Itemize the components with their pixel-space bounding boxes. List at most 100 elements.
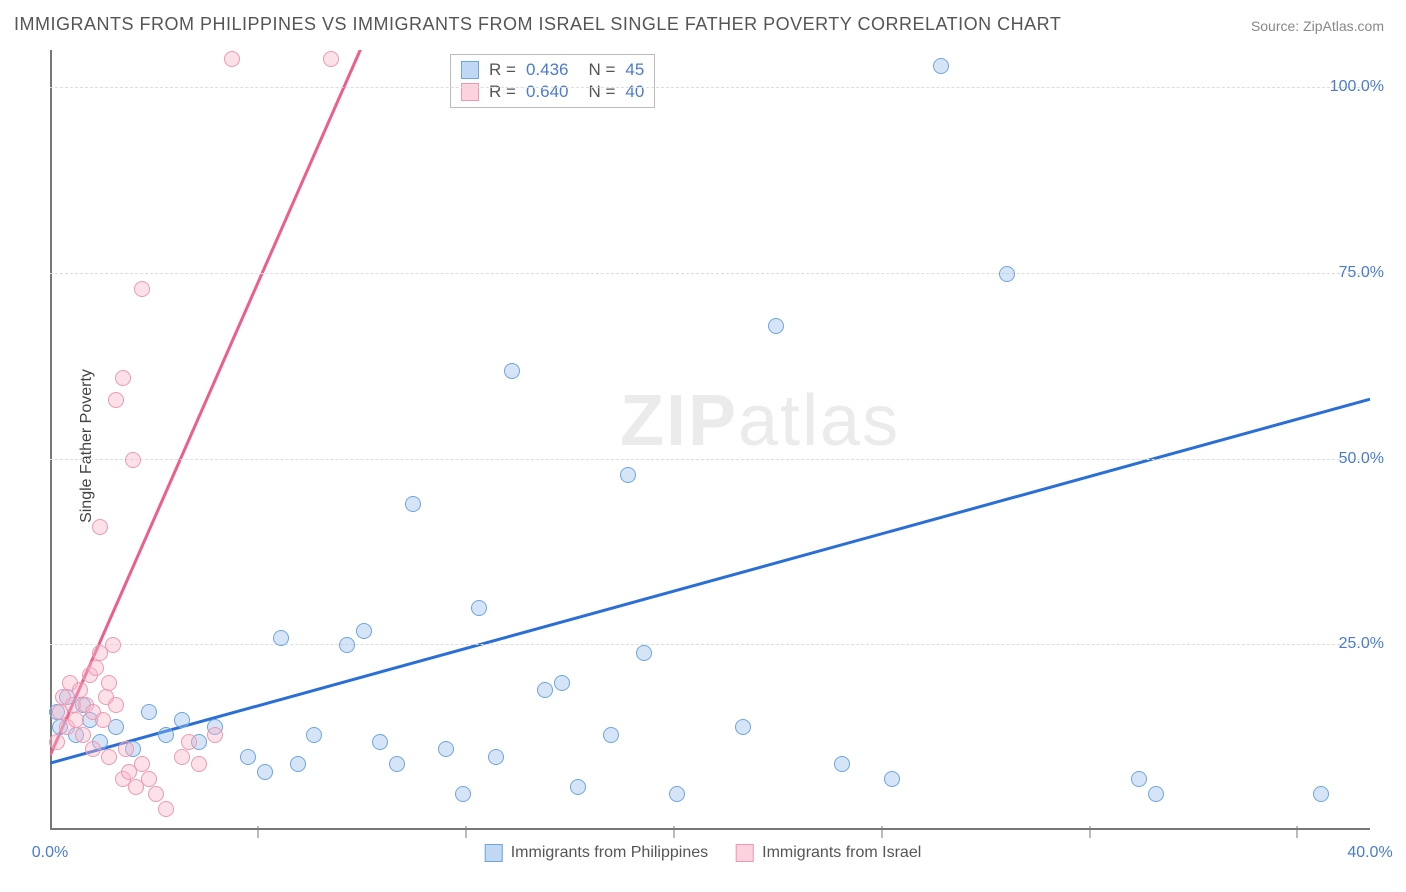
data-point xyxy=(108,697,124,713)
bottom-legend: Immigrants from Philippines Immigrants f… xyxy=(485,844,922,862)
n-value: 45 xyxy=(625,60,644,80)
x-tick-mark xyxy=(673,826,674,838)
data-point xyxy=(273,630,289,646)
data-point xyxy=(537,682,553,698)
data-point xyxy=(174,749,190,765)
data-point xyxy=(405,496,421,512)
y-tick-label: 75.0% xyxy=(1339,264,1384,282)
r-value: 0.640 xyxy=(526,82,569,102)
data-point xyxy=(306,727,322,743)
data-point xyxy=(603,727,619,743)
data-point xyxy=(488,749,504,765)
y-tick-label: 50.0% xyxy=(1339,450,1384,468)
data-point xyxy=(339,637,355,653)
y-tick-label: 25.0% xyxy=(1339,635,1384,653)
y-tick-label: 100.0% xyxy=(1330,78,1384,96)
data-point xyxy=(134,281,150,297)
data-point xyxy=(85,741,101,757)
legend-swatch-pink-icon xyxy=(461,83,479,101)
data-point xyxy=(240,749,256,765)
data-point xyxy=(125,452,141,468)
data-point xyxy=(49,734,65,750)
data-point xyxy=(372,734,388,750)
legend-stats-box: R = 0.436 N = 45 R = 0.640 N = 40 xyxy=(450,54,655,108)
data-point xyxy=(999,266,1015,282)
data-point xyxy=(554,675,570,691)
data-point xyxy=(884,771,900,787)
data-point xyxy=(207,727,223,743)
data-point xyxy=(1148,786,1164,802)
data-point xyxy=(620,467,636,483)
data-point xyxy=(290,756,306,772)
data-point xyxy=(148,786,164,802)
data-point xyxy=(636,645,652,661)
x-tick-mark xyxy=(257,826,258,838)
r-value: 0.436 xyxy=(526,60,569,80)
data-point xyxy=(118,741,134,757)
data-point xyxy=(101,749,117,765)
data-point xyxy=(68,712,84,728)
data-point xyxy=(768,318,784,334)
data-point xyxy=(389,756,405,772)
gridline xyxy=(50,459,1370,460)
data-point xyxy=(1131,771,1147,787)
gridline xyxy=(50,87,1370,88)
data-point xyxy=(92,519,108,535)
data-point xyxy=(933,58,949,74)
data-point xyxy=(174,712,190,728)
data-point xyxy=(158,727,174,743)
data-point xyxy=(134,756,150,772)
data-point xyxy=(141,704,157,720)
data-point xyxy=(438,741,454,757)
data-point xyxy=(141,771,157,787)
x-tick-mark xyxy=(1297,826,1298,838)
bottom-legend-item-philippines: Immigrants from Philippines xyxy=(485,844,708,862)
legend-row-pink: R = 0.640 N = 40 xyxy=(461,81,644,103)
gridline xyxy=(50,644,1370,645)
data-point xyxy=(101,675,117,691)
n-value: 40 xyxy=(625,82,644,102)
data-point xyxy=(504,363,520,379)
legend-swatch-pink-icon xyxy=(736,844,754,862)
data-point xyxy=(105,637,121,653)
n-label: N = xyxy=(588,82,615,102)
data-point xyxy=(735,719,751,735)
x-tick-mark xyxy=(465,826,466,838)
data-point xyxy=(72,682,88,698)
chart-title: IMMIGRANTS FROM PHILIPPINES VS IMMIGRANT… xyxy=(14,14,1061,35)
legend-swatch-blue-icon xyxy=(485,844,503,862)
data-point xyxy=(323,51,339,67)
n-label: N = xyxy=(588,60,615,80)
source-label: Source: ZipAtlas.com xyxy=(1251,18,1384,34)
x-tick-label: 0.0% xyxy=(32,844,68,862)
data-point xyxy=(88,660,104,676)
x-tick-label: 40.0% xyxy=(1347,844,1392,862)
r-label: R = xyxy=(489,60,516,80)
data-point xyxy=(75,727,91,743)
legend-swatch-blue-icon xyxy=(461,61,479,79)
data-point xyxy=(834,756,850,772)
data-point xyxy=(669,786,685,802)
bottom-legend-item-israel: Immigrants from Israel xyxy=(736,844,921,862)
legend-row-blue: R = 0.436 N = 45 xyxy=(461,59,644,81)
data-point xyxy=(257,764,273,780)
data-point xyxy=(115,370,131,386)
data-point xyxy=(191,756,207,772)
x-tick-mark xyxy=(1089,826,1090,838)
data-point xyxy=(95,712,111,728)
data-point xyxy=(471,600,487,616)
data-point xyxy=(108,392,124,408)
data-point xyxy=(1313,786,1329,802)
gridline xyxy=(50,273,1370,274)
data-point xyxy=(158,801,174,817)
x-tick-mark xyxy=(881,826,882,838)
r-label: R = xyxy=(489,82,516,102)
data-point xyxy=(455,786,471,802)
data-point xyxy=(356,623,372,639)
legend-label: Immigrants from Israel xyxy=(762,844,921,862)
data-point xyxy=(224,51,240,67)
data-point xyxy=(570,779,586,795)
legend-label: Immigrants from Philippines xyxy=(511,844,708,862)
data-point xyxy=(181,734,197,750)
plot-area xyxy=(50,50,1370,830)
